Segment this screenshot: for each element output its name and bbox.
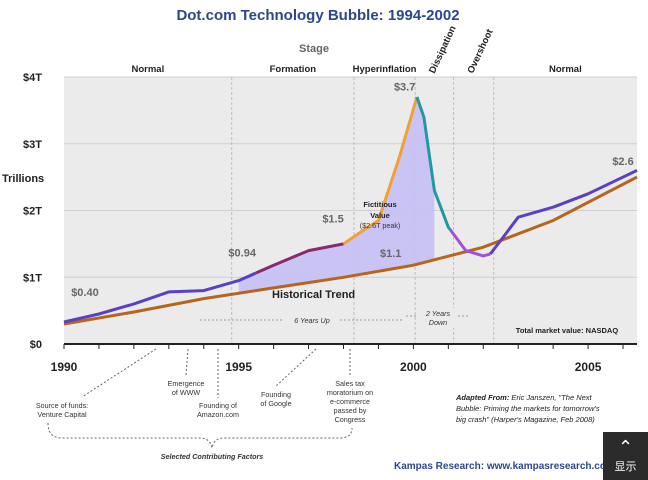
nasdaq-overshoot-segment [448,228,491,258]
chart-title: Dot.com Technology Bubble: 1994-2002 [176,7,459,24]
y-tick-label: $4T [23,72,42,84]
six-years-label-bg [284,313,340,325]
data-label: $2.6 [612,156,633,168]
factors-caption: Selected Contributing Factors [161,452,264,461]
factor-sales-tax-line2: moratorium on [327,388,373,397]
factor-venture-line2: Venture Capital [37,410,87,419]
y-tick-label: $0 [30,339,42,351]
source-citation: Adapted From: Eric Janszen, "The Next Bu… [455,393,600,424]
y-tick-label: $1T [23,272,42,284]
factor-venture-line1: Source of funds: [36,401,88,410]
historical-trend-line [63,175,638,326]
source-line2: Bubble: Priming the markets for tomorrow… [456,404,600,413]
fictitious-value-line1: Fictitious [363,200,396,209]
scroll-to-top-button[interactable]: ⌃ 显示 [603,432,648,480]
data-label: $1.5 [322,214,343,226]
source-line3: big crash" (Harper's Magazine, Feb 2008) [456,415,595,424]
x-axis: 1990 1995 2000 2005 [51,344,624,374]
source-line1: Adapted From: Eric Janszen, "The Next [455,393,593,402]
y-axis: $0 $1T $2T $3T $4T [23,72,42,351]
factor-arrow-venture [81,348,157,398]
factor-amazon-line2: Amazon.com [197,410,239,419]
market-value-note: Total market value: NASDAQ [516,326,619,335]
source-lead: Adapted From: [455,393,510,402]
trend-label: Historical Trend [272,289,355,301]
nasdaq-normal-late-segment [489,169,638,255]
factors-brace [47,422,353,449]
factor-sales-tax-line4: passed by [334,406,367,415]
x-tick-label: 1990 [51,360,78,374]
stage-label: Normal [549,64,582,75]
stage-labels: Normal Formation Hyperinflation Dissipation… [131,24,581,75]
data-label: $3.7 [394,81,415,93]
y-axis-label: Trillions [2,173,44,185]
two-years-label-line2: Down [429,318,447,327]
data-label: $1.1 [380,248,401,260]
fictitious-value-line3: ($2.6T peak) [360,221,401,230]
data-label: $0.94 [228,248,256,260]
scroll-to-top-label: 显示 [614,461,637,473]
source-line1-text: Eric Janszen, "The Next [509,393,592,402]
x-tick-label: 2005 [575,360,602,374]
factor-arrow-www [185,348,189,376]
two-years-label-bg [418,308,458,328]
annotations: Historical Trend Fictitious Value ($2.6T… [200,200,618,335]
factor-www-line2: of WWW [172,388,201,397]
stage-heading: Stage [299,43,329,55]
factor-google-line2: of Google [260,399,291,408]
factor-arrow-google [275,348,317,387]
stage-dividers [231,77,495,344]
nasdaq-normal-segment [63,271,257,324]
factor-google-line1: Founding [261,390,291,399]
chevron-up-icon: ⌃ [617,437,634,457]
factor-sales-tax-line3: e-commerce [330,397,370,406]
stage-label: Overshoot [466,27,496,75]
factor-sales-tax-line1: Sales tax [335,379,365,388]
gridlines [64,76,637,278]
x-tick-label: 1995 [225,360,252,374]
x-tick-label: 2000 [400,360,427,374]
stage-label: Normal [131,64,164,75]
credit-line: Kampas Research: www.kampasresearch.com [394,461,615,472]
y-tick-label: $2T [23,206,42,218]
two-years-label-line1: 2 Years [425,309,451,318]
y-tick-label: $3T [23,139,42,151]
nasdaq-dissipation-segment [415,96,452,231]
nasdaq-formation-segment [255,242,344,275]
nasdaq-hyperinflation-segment [342,96,419,246]
factor-www-line1: Emergence [168,379,205,388]
contributing-factors: Source of funds: Venture Capital Emergen… [36,348,373,461]
factor-amazon-line1: Founding of [199,401,237,410]
data-label: $0.40 [71,287,99,299]
stage-label: Formation [270,64,317,75]
fictitious-value-line2: Value [370,211,390,220]
data-labels: $0.40 $0.94 $1.5 $3.7 $1.1 $2.6 [71,81,634,299]
stage-label: Dissipation [427,24,459,75]
stage-label: Hyperinflation [353,64,417,75]
bubble-area [238,97,435,294]
nasdaq-line [63,96,638,324]
factor-sales-tax-line5: Congress [335,415,366,424]
six-years-label: 6 Years Up [294,316,329,325]
